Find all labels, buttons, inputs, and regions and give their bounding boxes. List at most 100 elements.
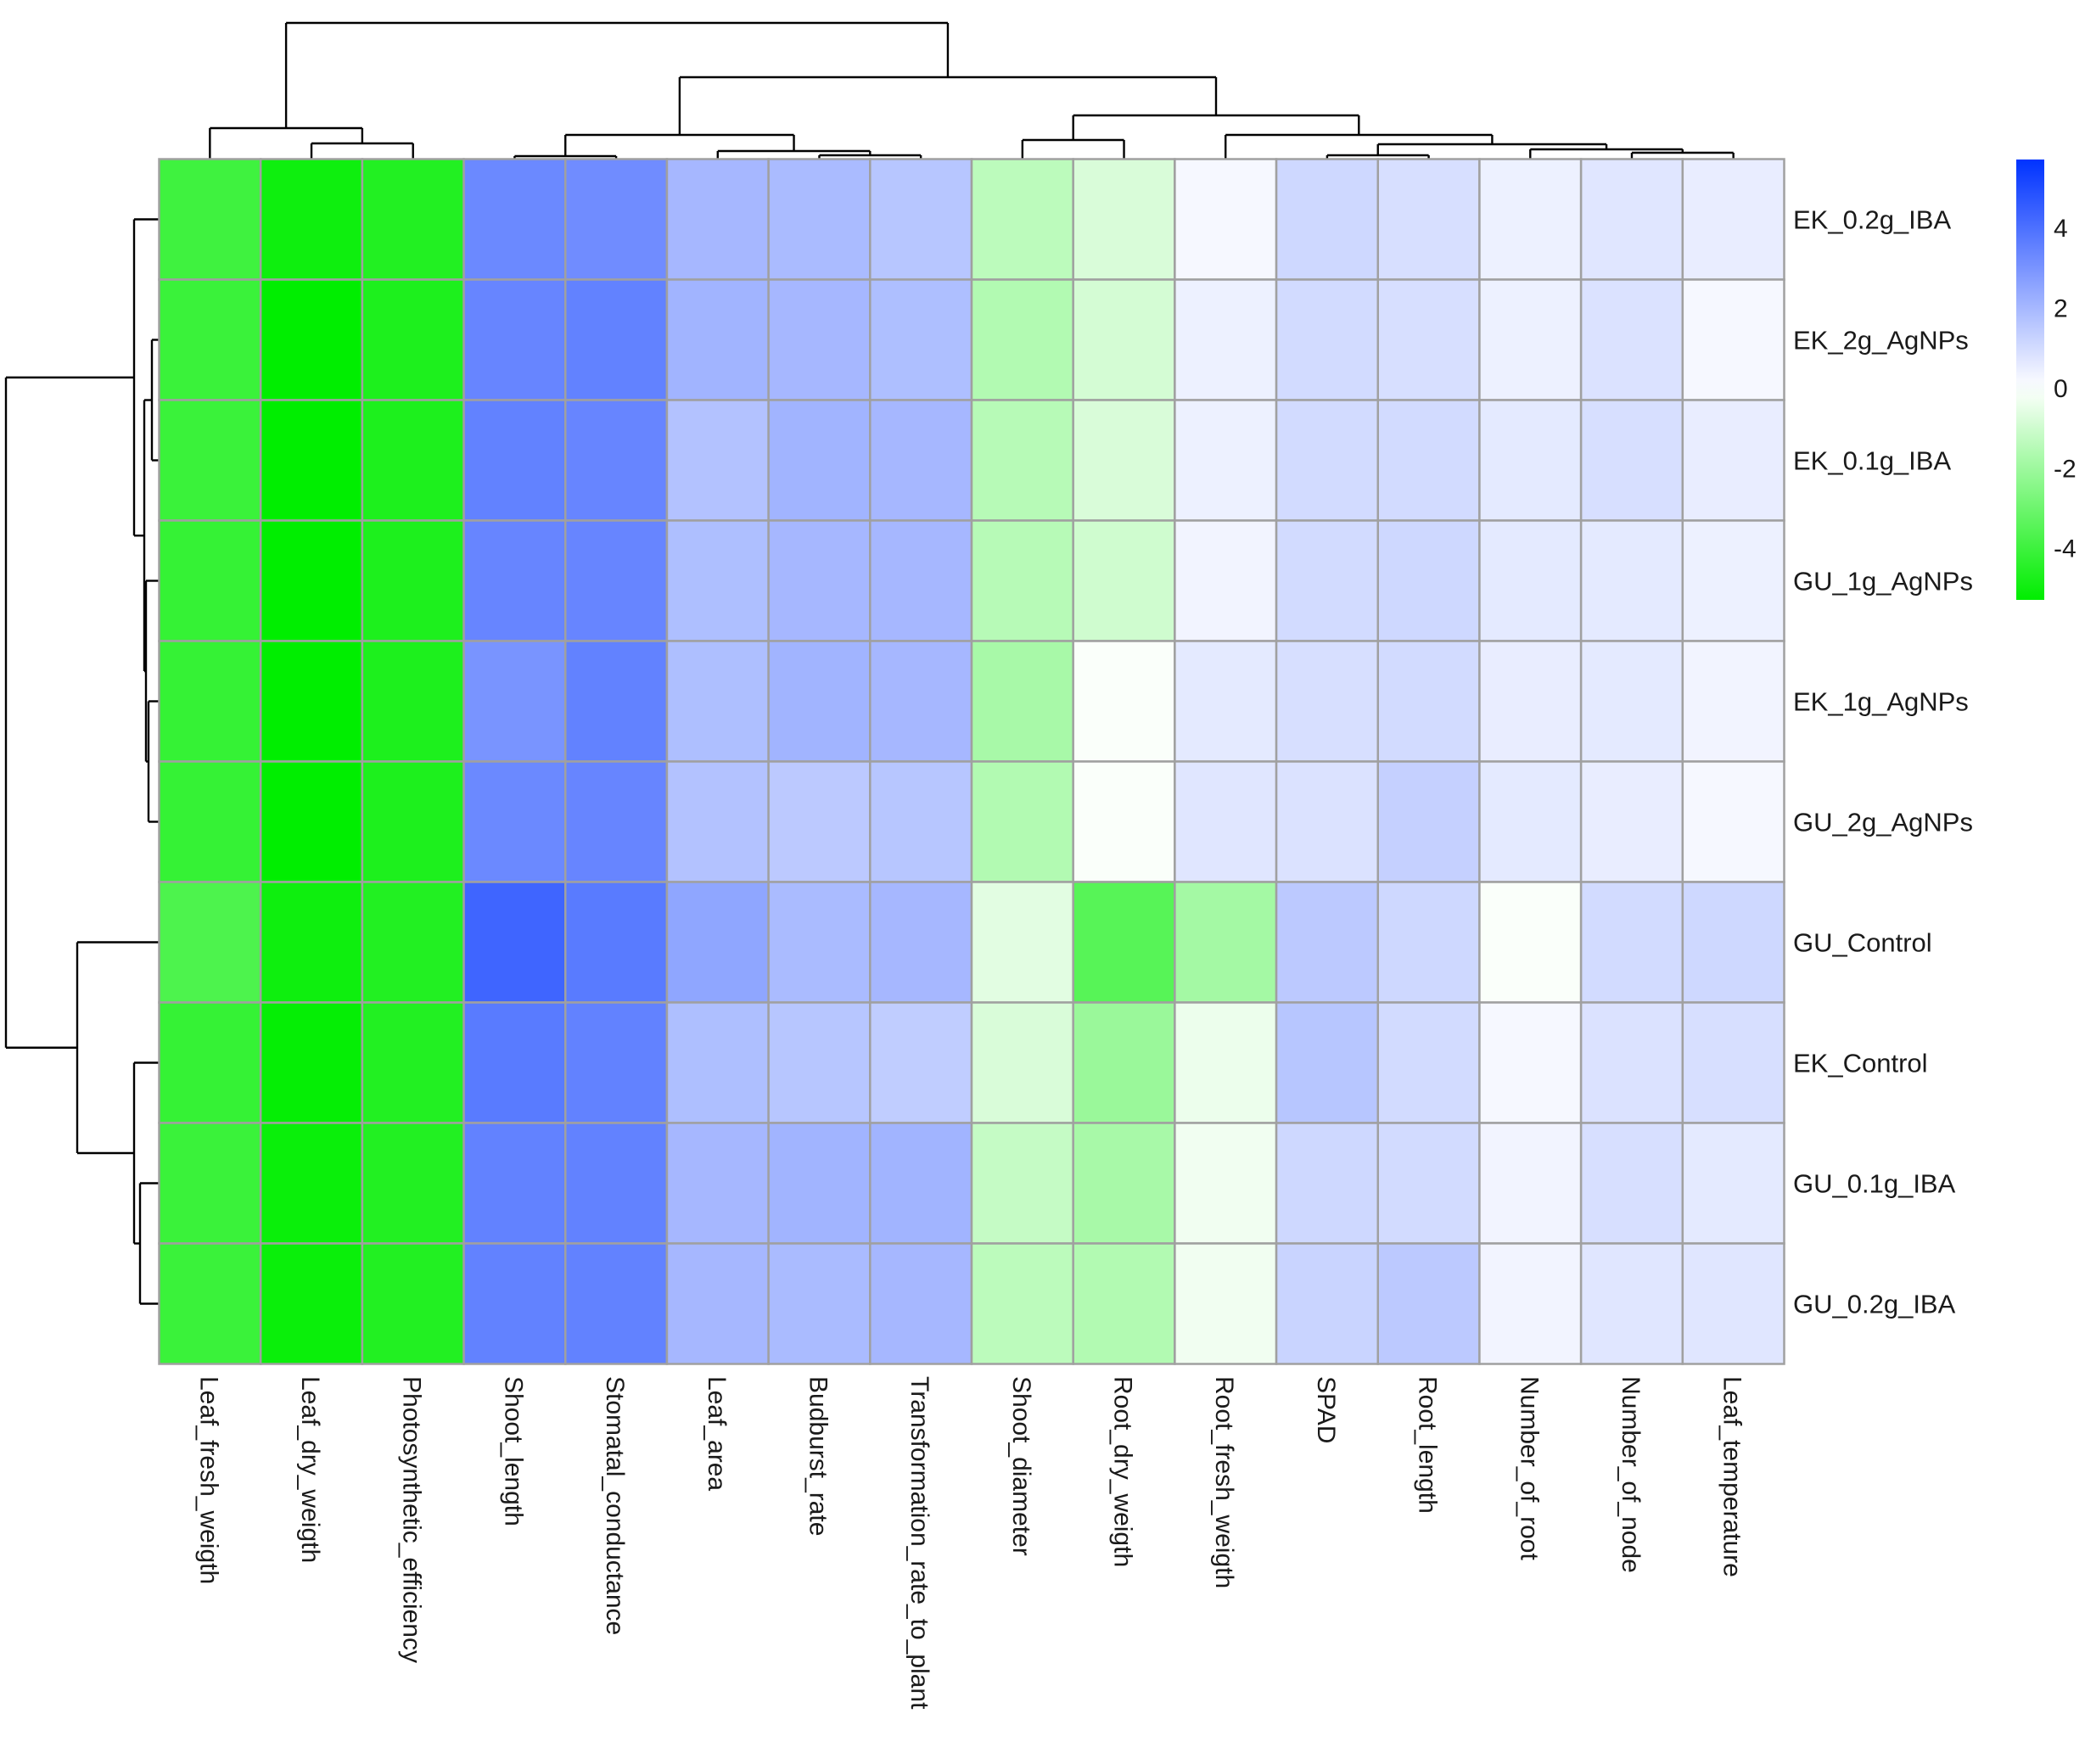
heatmap-cell	[665, 1242, 770, 1365]
heatmap-cell	[1681, 158, 1785, 281]
column-label: Leaf_dry_weigth	[296, 1376, 324, 1563]
heatmap-cell	[1174, 1001, 1278, 1124]
heatmap-cell	[1376, 1001, 1481, 1124]
heatmap-cell	[564, 760, 669, 883]
heatmap-cell	[1376, 278, 1481, 401]
heatmap-cell	[1072, 760, 1176, 883]
column-label: Root_length	[1414, 1376, 1442, 1514]
heatmap-cell	[1376, 519, 1481, 642]
heatmap-cell	[361, 640, 465, 763]
heatmap-cell	[665, 881, 770, 1004]
heatmap-cell	[665, 760, 770, 883]
colorbar-tick-label: -2	[2054, 455, 2077, 483]
heatmap-cell	[1478, 1122, 1583, 1245]
heatmap-cell	[564, 640, 669, 763]
column-label: Root_dry_weigth	[1109, 1376, 1137, 1567]
heatmap-cell	[1579, 158, 1684, 281]
heatmap-cell	[1579, 1122, 1684, 1245]
heatmap-cell	[1072, 399, 1176, 522]
heatmap-cell	[869, 278, 973, 401]
heatmap-cell	[1072, 158, 1176, 281]
heatmap-cell	[1681, 1242, 1785, 1365]
heatmap-cell	[564, 1242, 669, 1365]
heatmap-cell	[1376, 158, 1481, 281]
heatmap-cell	[158, 881, 262, 1004]
heatmap-cell	[1376, 1242, 1481, 1365]
heatmap-cell	[1275, 640, 1379, 763]
heatmap-cell	[1579, 1242, 1684, 1365]
heatmap-cell	[158, 760, 262, 883]
column-labels: Leaf_fresh_weigth Leaf_dry_weigth Photosyn…	[194, 1376, 1746, 1710]
colorbar-tick-label: 0	[2054, 375, 2068, 403]
heatmap-cell	[1174, 519, 1278, 642]
heatmap-cell	[1174, 278, 1278, 401]
row-label: GU_0.2g_IBA	[1793, 1290, 1956, 1319]
heatmap-cell	[361, 519, 465, 642]
colorbar-legend: 4 2 0 -2 -4	[2016, 160, 2077, 600]
heatmap-cell	[767, 158, 872, 281]
heatmap-cell	[564, 399, 669, 522]
heatmap-cell	[462, 1122, 567, 1245]
heatmap-cell	[767, 1242, 872, 1365]
heatmap-cell	[970, 760, 1074, 883]
heatmap-cell	[1478, 1001, 1583, 1124]
heatmap-cell	[869, 519, 973, 642]
row-label: EK_0.1g_IBA	[1793, 446, 1951, 476]
heatmap-cell	[869, 640, 973, 763]
heatmap-cells	[158, 158, 1785, 1365]
heatmap-cell	[1681, 278, 1785, 401]
heatmap-cell	[1174, 1242, 1278, 1365]
heatmap-cell	[869, 158, 973, 281]
heatmap-cell	[869, 399, 973, 522]
column-label: Transformation_rate_to_plant	[905, 1376, 933, 1710]
colorbar-tick-label: 4	[2054, 215, 2068, 243]
heatmap-cell	[259, 519, 364, 642]
row-label: GU_1g_AgNPs	[1793, 567, 1973, 596]
heatmap-cell	[1376, 881, 1481, 1004]
heatmap-cell	[1681, 640, 1785, 763]
heatmap-cell	[767, 278, 872, 401]
heatmap-cell	[259, 1122, 364, 1245]
heatmap-cell	[1681, 1122, 1785, 1245]
heatmap-cell	[767, 760, 872, 883]
heatmap-cell	[462, 760, 567, 883]
row-dendrogram	[4, 218, 159, 1305]
heatmap-cell	[462, 278, 567, 401]
heatmap-cell	[1072, 1242, 1176, 1365]
column-label: Leaf_fresh_weigth	[194, 1376, 222, 1584]
row-label: EK_1g_AgNPs	[1793, 687, 1969, 717]
heatmap-cell	[462, 881, 567, 1004]
heatmap-cell	[462, 399, 567, 522]
heatmap-cell	[1681, 399, 1785, 522]
heatmap-cell	[869, 1242, 973, 1365]
heatmap-cell	[1376, 1122, 1481, 1245]
heatmap-cell	[259, 881, 364, 1004]
heatmap-cell	[564, 1122, 669, 1245]
heatmap-cell	[259, 640, 364, 763]
heatmap-cell	[1478, 640, 1583, 763]
heatmap-cell	[259, 158, 364, 281]
heatmap-cell	[970, 399, 1074, 522]
row-labels: EK_0.2g_IBA EK_2g_AgNPs EK_0.1g_IBA GU_1g_A…	[1793, 205, 1973, 1319]
heatmap-cell	[259, 1242, 364, 1365]
heatmap-cell	[1275, 1242, 1379, 1365]
heatmap-cell	[665, 1122, 770, 1245]
heatmap-cell	[1478, 278, 1583, 401]
heatmap-cell	[158, 1242, 262, 1365]
heatmap-cell	[1579, 881, 1684, 1004]
heatmap-cell	[1072, 1122, 1176, 1245]
heatmap-cell	[361, 158, 465, 281]
heatmap-cell	[462, 640, 567, 763]
heatmap-cell	[158, 158, 262, 281]
heatmap-cell	[158, 640, 262, 763]
heatmap-cell	[1681, 519, 1785, 642]
heatmap-cell	[158, 278, 262, 401]
heatmap-cell	[259, 1001, 364, 1124]
heatmap-cell	[462, 1242, 567, 1365]
heatmap-cell	[462, 1001, 567, 1124]
heatmap-cell	[1275, 399, 1379, 522]
heatmap-cell	[564, 278, 669, 401]
column-label: Number_of_node	[1617, 1376, 1645, 1573]
row-label: EK_0.2g_IBA	[1793, 205, 1951, 235]
